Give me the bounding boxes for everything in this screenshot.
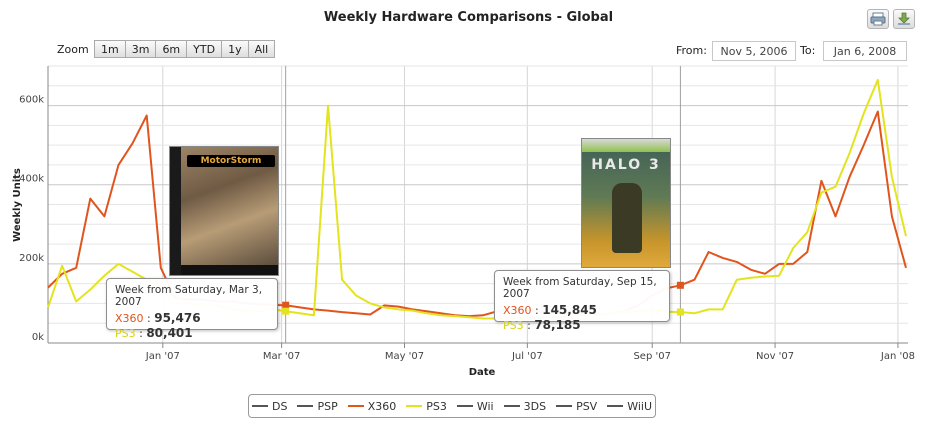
- zoom-3m-button[interactable]: 3m: [124, 40, 157, 58]
- tooltip-header: Week from Saturday, Sep 15, 2007: [503, 276, 657, 300]
- marker-ps3: [676, 308, 684, 316]
- halo3-cover-image: HALO 3: [581, 138, 671, 268]
- legend-label: PSP: [317, 399, 338, 413]
- y-tick-label: 600k: [19, 95, 44, 106]
- x-tick-label: May '07: [385, 351, 424, 362]
- legend-item-wiiu[interactable]: WiiU: [607, 400, 652, 413]
- ps3-spine: [170, 147, 181, 275]
- y-tick-label: 0k: [32, 332, 44, 343]
- tooltip-x360-value: 145,845: [542, 303, 597, 317]
- y-tick-label: 400k: [19, 174, 44, 185]
- legend-item-psp[interactable]: PSP: [297, 399, 338, 413]
- x-tick-label: Jul '07: [511, 351, 543, 362]
- from-label: From:: [676, 44, 707, 57]
- xbox360-banner: [582, 139, 670, 152]
- legend-item-psv[interactable]: PSV: [556, 400, 597, 413]
- legend-swatch: [503, 405, 520, 407]
- tooltip-ps3-label: PS3: [115, 327, 136, 340]
- legend-label: X360: [367, 399, 397, 413]
- chart-legend: DS PSP X360 PS3 Wii 3DS PSV WiiU: [248, 394, 656, 418]
- marker-ps3: [282, 307, 290, 315]
- zoom-ytd-button[interactable]: YTD: [186, 40, 223, 58]
- marker-x360: [282, 301, 290, 309]
- legend-swatch: [297, 405, 314, 407]
- legend-label: DS: [272, 399, 288, 413]
- tooltip-ps3-value: 78,185: [534, 318, 581, 332]
- legend-swatch: [556, 405, 573, 407]
- legend-label: PS3: [426, 399, 447, 413]
- tooltip-sep-2007: Week from Saturday, Sep 15, 2007 X360 : …: [494, 270, 670, 332]
- tooltip-x360-label: X360: [115, 312, 144, 325]
- x-tick-label: Jan '08: [880, 351, 915, 362]
- hover-markers: [282, 66, 684, 343]
- download-button[interactable]: [893, 9, 915, 29]
- legend-label: WiiU: [627, 399, 653, 413]
- legend-item-ds[interactable]: DS: [252, 400, 287, 413]
- to-date-input[interactable]: Jan 6, 2008: [823, 41, 907, 61]
- halo3-logo-text: HALO 3: [591, 157, 661, 173]
- x-tick-label: Jan '07: [145, 351, 180, 362]
- tooltip-header: Week from Saturday, Mar 3, 2007: [115, 284, 263, 308]
- download-icon: [898, 12, 910, 25]
- motorstorm-cover-image: MotorStorm: [169, 146, 279, 276]
- master-chief-figure: [612, 183, 642, 253]
- tooltip-x360-label: X360: [503, 304, 532, 317]
- tooltip-x360-value: 95,476: [154, 311, 201, 325]
- legend-label: Wii: [476, 399, 494, 413]
- x-tick-labels: Jan '07 Mar '07 May '07 Jul '07 Sep '07 Nov '…: [145, 343, 915, 362]
- legend-swatch: [347, 405, 364, 407]
- x-tick-label: Mar '07: [263, 351, 301, 362]
- legend-swatch: [252, 405, 268, 407]
- legend-label: PSV: [576, 399, 598, 413]
- from-date-input[interactable]: Nov 5, 2006: [712, 41, 796, 61]
- print-button[interactable]: [867, 9, 889, 29]
- legend-item-3ds[interactable]: 3DS: [503, 399, 547, 413]
- zoom-button-group: 1m 3m 6m YTD 1y All: [94, 40, 276, 58]
- y-tick-labels: 0k 200k 400k 600k: [19, 95, 44, 343]
- legend-swatch: [406, 405, 423, 407]
- cover-bottom-band: [181, 265, 278, 275]
- y-tick-label: 200k: [19, 253, 44, 264]
- legend-item-ps3[interactable]: PS3: [406, 400, 447, 413]
- legend-swatch: [607, 405, 624, 407]
- zoom-label: Zoom: [57, 43, 89, 56]
- printer-icon: [870, 12, 886, 26]
- zoom-all-button[interactable]: All: [247, 40, 276, 58]
- x-axis-label: Date: [469, 367, 496, 378]
- legend-item-wii[interactable]: Wii: [456, 399, 494, 413]
- x-tick-label: Nov '07: [756, 351, 794, 362]
- motorstorm-logo-text: MotorStorm: [200, 156, 262, 166]
- tooltip-ps3-label: PS3: [503, 319, 524, 332]
- marker-x360: [676, 281, 684, 289]
- to-label: To:: [800, 44, 816, 57]
- tooltip-ps3-value: 80,401: [146, 326, 193, 340]
- chart-title: Weekly Hardware Comparisons - Global: [323, 10, 614, 25]
- tooltip-mar-2007: Week from Saturday, Mar 3, 2007 X360 : 9…: [106, 278, 278, 340]
- horizontal-gridlines: [48, 65, 908, 344]
- y-axis-label: Weekly Units: [12, 168, 23, 242]
- legend-item-x360[interactable]: X360: [347, 399, 397, 413]
- motorstorm-logo: MotorStorm: [187, 155, 275, 167]
- x-tick-label: Sep '07: [633, 351, 671, 362]
- legend-swatch: [456, 405, 473, 407]
- legend-label: 3DS: [523, 399, 547, 413]
